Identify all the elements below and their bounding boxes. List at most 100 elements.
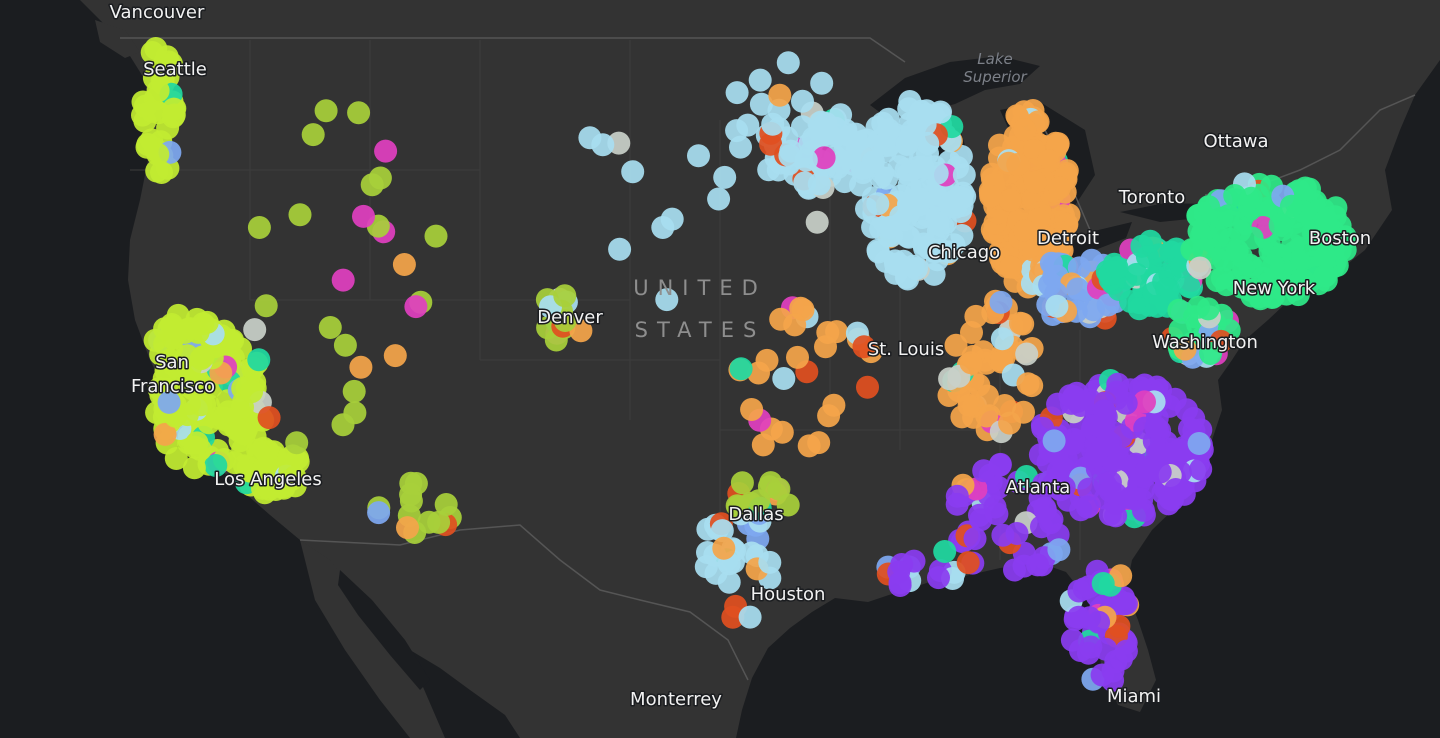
data-point[interactable]: [999, 255, 1023, 279]
data-point[interactable]: [159, 349, 183, 373]
data-point[interactable]: [276, 469, 300, 493]
data-point[interactable]: [772, 367, 796, 390]
data-point[interactable]: [712, 536, 736, 560]
data-point[interactable]: [1225, 239, 1249, 263]
data-point[interactable]: [182, 456, 206, 480]
data-point[interactable]: [347, 101, 371, 125]
data-point[interactable]: [989, 290, 1013, 314]
data-point[interactable]: [979, 184, 1003, 208]
data-point[interactable]: [1104, 504, 1128, 528]
data-point[interactable]: [797, 434, 821, 458]
data-point[interactable]: [204, 454, 228, 477]
data-point[interactable]: [957, 393, 981, 417]
data-point[interactable]: [721, 605, 745, 629]
data-point[interactable]: [651, 216, 675, 239]
data-point[interactable]: [1127, 472, 1151, 496]
data-point[interactable]: [814, 111, 838, 135]
data-point[interactable]: [1155, 277, 1179, 301]
data-point[interactable]: [301, 123, 325, 147]
data-point[interactable]: [1091, 572, 1115, 595]
data-point[interactable]: [1006, 153, 1030, 176]
data-point[interactable]: [757, 158, 781, 182]
data-point[interactable]: [157, 390, 181, 414]
data-point[interactable]: [776, 51, 800, 75]
data-point[interactable]: [998, 188, 1022, 212]
data-point[interactable]: [1127, 297, 1151, 321]
data-point[interactable]: [950, 186, 974, 210]
data-point[interactable]: [707, 187, 731, 211]
data-point[interactable]: [1046, 227, 1070, 251]
data-point[interactable]: [761, 112, 785, 136]
data-point[interactable]: [725, 494, 749, 518]
data-point[interactable]: [1147, 243, 1171, 267]
data-point[interactable]: [747, 489, 771, 513]
data-point[interactable]: [740, 398, 764, 421]
data-point[interactable]: [1196, 297, 1220, 321]
data-point[interactable]: [1093, 434, 1117, 458]
data-point[interactable]: [144, 37, 168, 60]
data-point[interactable]: [399, 489, 423, 513]
data-point[interactable]: [1069, 498, 1093, 522]
data-point[interactable]: [991, 523, 1015, 547]
data-point[interactable]: [844, 122, 868, 146]
data-point[interactable]: [342, 379, 366, 403]
data-point[interactable]: [424, 224, 448, 248]
data-point[interactable]: [333, 333, 357, 357]
data-point[interactable]: [189, 347, 213, 371]
data-point[interactable]: [1061, 432, 1085, 456]
data-point[interactable]: [331, 268, 355, 292]
data-point[interactable]: [1026, 553, 1050, 577]
data-point[interactable]: [331, 413, 355, 437]
data-point[interactable]: [1168, 438, 1192, 462]
data-point[interactable]: [257, 406, 281, 430]
data-point[interactable]: [883, 249, 907, 273]
data-point[interactable]: [963, 527, 987, 551]
data-point[interactable]: [952, 163, 976, 187]
data-point[interactable]: [1144, 415, 1168, 439]
data-point[interactable]: [553, 284, 577, 308]
data-points[interactable]: [131, 37, 1357, 692]
data-point[interactable]: [867, 129, 891, 153]
data-point[interactable]: [608, 237, 632, 261]
data-point[interactable]: [591, 133, 615, 157]
data-point[interactable]: [749, 92, 773, 116]
data-point[interactable]: [1286, 283, 1310, 307]
data-point[interactable]: [945, 484, 969, 508]
data-point[interactable]: [1003, 558, 1026, 582]
data-point[interactable]: [770, 420, 794, 444]
data-point[interactable]: [135, 135, 159, 159]
data-point[interactable]: [247, 216, 271, 239]
data-point[interactable]: [553, 309, 577, 332]
data-point[interactable]: [240, 380, 264, 404]
data-point[interactable]: [1205, 247, 1229, 271]
data-point[interactable]: [987, 476, 1010, 499]
data-point[interactable]: [1015, 465, 1038, 488]
data-point[interactable]: [856, 375, 879, 399]
data-point[interactable]: [1094, 637, 1118, 661]
data-point[interactable]: [173, 320, 197, 344]
data-point[interactable]: [687, 144, 710, 168]
data-point[interactable]: [758, 550, 782, 574]
data-point[interactable]: [812, 146, 836, 170]
data-point[interactable]: [189, 393, 213, 417]
data-point[interactable]: [925, 161, 949, 185]
data-point[interactable]: [866, 192, 890, 216]
data-point[interactable]: [150, 161, 173, 184]
data-point[interactable]: [729, 357, 753, 381]
data-point[interactable]: [1015, 342, 1039, 366]
data-point[interactable]: [1314, 264, 1338, 288]
data-point[interactable]: [1037, 149, 1061, 173]
data-point[interactable]: [791, 115, 814, 139]
data-point[interactable]: [927, 566, 950, 590]
data-point[interactable]: [146, 79, 170, 103]
data-point[interactable]: [1042, 429, 1066, 453]
data-point[interactable]: [810, 71, 834, 95]
data-point[interactable]: [1078, 606, 1102, 630]
data-point[interactable]: [956, 551, 980, 575]
data-point[interactable]: [768, 83, 792, 107]
data-point[interactable]: [738, 605, 762, 629]
data-point[interactable]: [151, 61, 175, 85]
data-point[interactable]: [1313, 245, 1337, 269]
data-point[interactable]: [318, 316, 342, 339]
data-point[interactable]: [959, 351, 983, 375]
